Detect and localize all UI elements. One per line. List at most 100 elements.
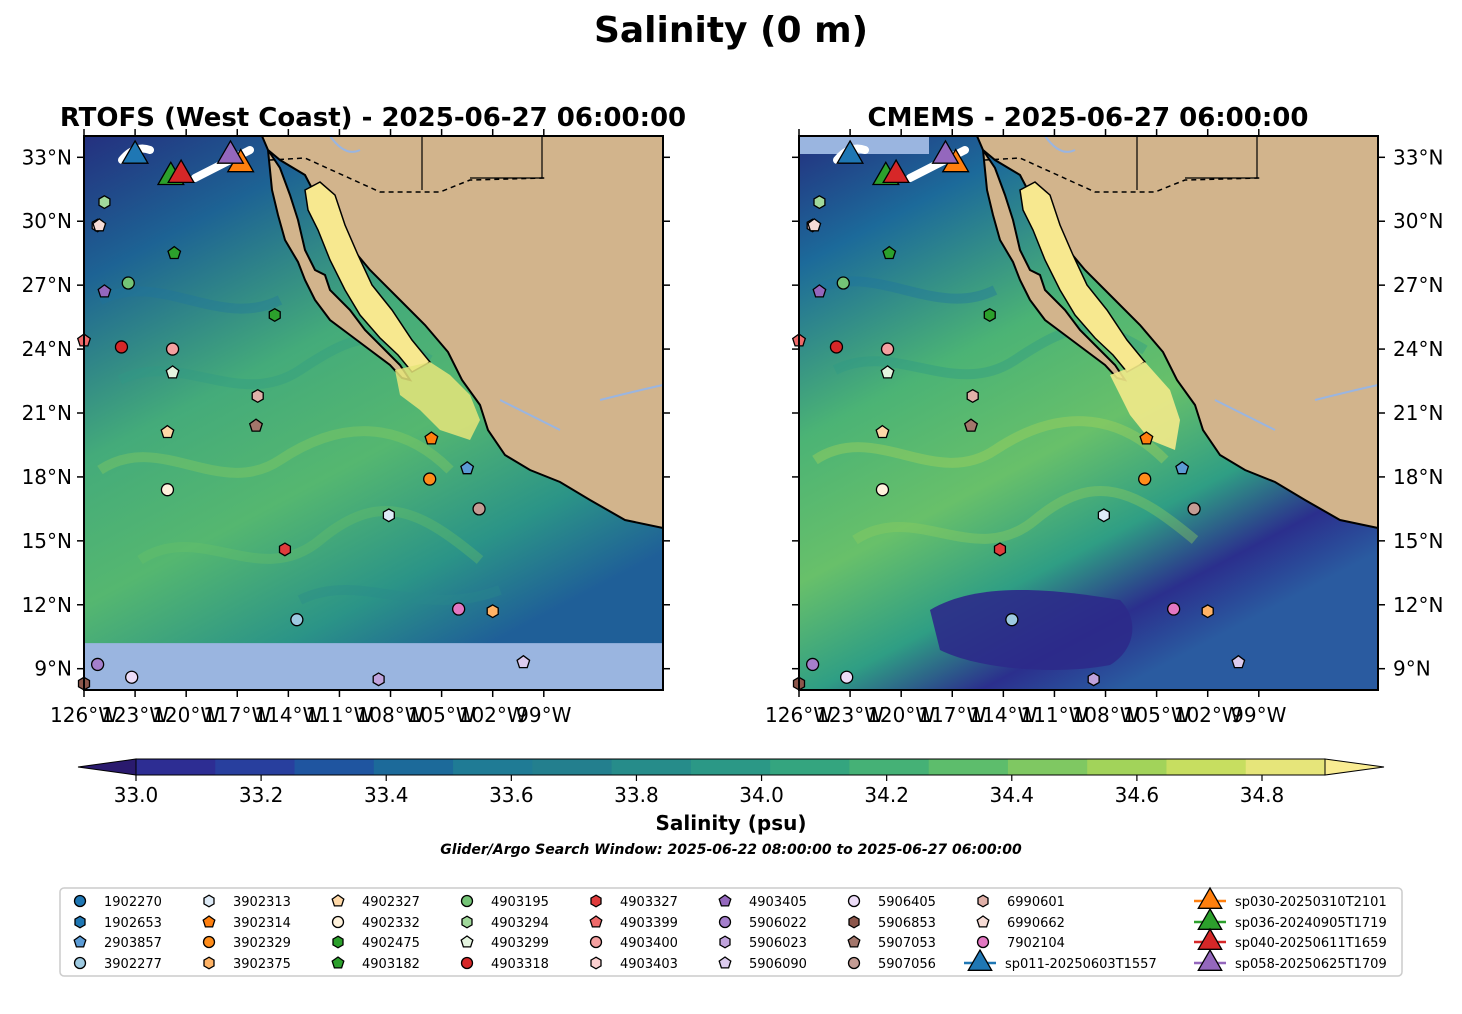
- colorbar-segment: [1087, 759, 1167, 775]
- argo-float-marker: [125, 670, 139, 684]
- colorbar-segment: [215, 759, 296, 775]
- panel-title-rtofs: RTOFS (West Coast) - 2025-06-27 06:00:00: [60, 103, 686, 133]
- x-tick-label: 117°W: [918, 703, 986, 727]
- colorbar-tick-label: 34.8: [1240, 783, 1285, 807]
- legend-label: 4903400: [620, 936, 678, 951]
- x-tick-label: 114°W: [254, 703, 322, 727]
- argo-float-marker: [290, 613, 304, 627]
- y-tick-label: 12°N: [22, 593, 72, 617]
- argo-float-marker: [486, 604, 499, 619]
- legend-label: 4903195: [491, 895, 549, 910]
- argo-float-marker: [372, 672, 385, 687]
- argo-float-marker: [1166, 602, 1181, 616]
- colorbar-segment: [373, 759, 454, 775]
- panel-title-cmems: CMEMS - 2025-06-27 06:00:00: [868, 103, 1309, 133]
- coastal-fresh-plume-rtofs: [395, 362, 480, 440]
- legend-label: 1902270: [104, 895, 162, 910]
- legend-label: 4903399: [620, 916, 678, 931]
- colorbar-segments: [77, 758, 1385, 776]
- argo-float-marker: [472, 502, 486, 516]
- x-tick-label: 105°W: [1123, 703, 1191, 727]
- argo-float-marker: [160, 483, 175, 497]
- legend-marker: [332, 935, 344, 949]
- argo-float-marker: [875, 483, 890, 497]
- colorbar-segment: [690, 759, 771, 775]
- x-tick-label: 114°W: [969, 703, 1037, 727]
- argo-float-marker: [836, 276, 850, 290]
- colorbar-frame: [135, 758, 1326, 776]
- legend-label: 4903405: [749, 895, 807, 910]
- colorbar-tick-label: 33.4: [364, 783, 409, 807]
- colorbar-extend-min: [77, 758, 137, 776]
- axes-rtofs: 126°W123°W120°W117°W114°W111°W108°W105°W…: [22, 129, 670, 727]
- legend-marker: [73, 894, 87, 908]
- colorbar-tick-label: 33.2: [239, 783, 284, 807]
- argo-float-marker: [880, 365, 895, 379]
- argo-float-marker: [1175, 460, 1190, 475]
- legend-marker: [203, 894, 215, 908]
- x-tick-label: 126°W: [50, 703, 118, 727]
- legend-marker: [73, 956, 87, 970]
- y-tick-label: 27°N: [1393, 273, 1443, 297]
- y-tick-label: 30°N: [1393, 209, 1443, 233]
- legend-label: sp036-20240905T1719: [1235, 916, 1387, 931]
- x-tick-label: 99°W: [1231, 703, 1286, 727]
- argo-float-marker: [983, 307, 996, 323]
- argo-float-marker: [165, 342, 180, 356]
- colorbar-tick-label: 33.8: [614, 783, 659, 807]
- x-tick-label: 99°W: [516, 703, 571, 727]
- colorbar: 33.0 33.2 33.4 33.6 33.8 34.0 34.2 34.4 34.6 34.8…: [77, 758, 1385, 858]
- argo-float-marker: [875, 424, 890, 439]
- no-data-band-cmems: [799, 136, 929, 154]
- legend-label: 5906090: [749, 957, 807, 972]
- x-tick-label: 108°W: [1072, 703, 1140, 727]
- legend-marker: [718, 956, 732, 969]
- glider-marker: [836, 139, 865, 164]
- legend-marker: [847, 956, 861, 970]
- intl-border-rtofs: [269, 157, 546, 193]
- legend-label: 1902653: [104, 916, 162, 931]
- y-tick-label: 24°N: [22, 337, 72, 361]
- legend-marker: [718, 915, 732, 929]
- legend-marker: [203, 956, 215, 970]
- legend-marker: [718, 894, 732, 907]
- colorbar-ticks: 33.0 33.2 33.4 33.6 33.8 34.0 34.2 34.4 34.6 34.8: [114, 775, 1285, 807]
- y-tick-label: 30°N: [22, 209, 72, 233]
- argo-float-marker: [993, 542, 1007, 557]
- legend-marker: [202, 935, 216, 949]
- colorbar-segment: [611, 759, 692, 775]
- colorbar-segment: [770, 759, 850, 775]
- argo-float-marker: [813, 195, 826, 210]
- legend-marker: [719, 935, 731, 949]
- argo-float-marker: [1231, 654, 1246, 669]
- legend-glider-marker: [967, 948, 993, 971]
- argo-float-marker: [1138, 472, 1152, 486]
- colorbar-segment: [532, 759, 613, 775]
- state-border-cmems: [1136, 136, 1258, 190]
- glider-marker: [167, 158, 196, 184]
- legend-frame: [59, 887, 1403, 977]
- argo-float-marker: [840, 670, 854, 684]
- argo-float-marker: [451, 602, 466, 616]
- y-tick-label: 33°N: [1393, 145, 1443, 169]
- argo-float-marker: [165, 365, 180, 379]
- x-tick-label: 102°W: [459, 703, 527, 727]
- argo-float-marker: [812, 284, 827, 298]
- legend-marker: [589, 935, 603, 949]
- colorbar-segment: [1007, 759, 1088, 775]
- legend-marker: [74, 915, 86, 929]
- argo-float-marker: [423, 472, 437, 486]
- legend-label: 4902332: [362, 916, 420, 931]
- y-tick-label: 18°N: [1393, 465, 1443, 489]
- legend-items: 1902270 1902653 2903857 3902277 3902313 39023…: [73, 886, 1387, 972]
- argo-float-marker: [248, 418, 264, 432]
- argo-float-marker: [460, 460, 475, 475]
- legend-label: sp058-20250625T1709: [1235, 957, 1387, 972]
- legend-label: sp011-20250603T1557: [1005, 957, 1157, 972]
- legend-label: 5906022: [749, 916, 807, 931]
- argo-float-marker: [278, 542, 292, 557]
- x-tick-label: 120°W: [867, 703, 935, 727]
- legend-marker: [331, 956, 345, 969]
- argo-float-marker: [805, 657, 820, 672]
- argo-float-marker: [966, 388, 979, 404]
